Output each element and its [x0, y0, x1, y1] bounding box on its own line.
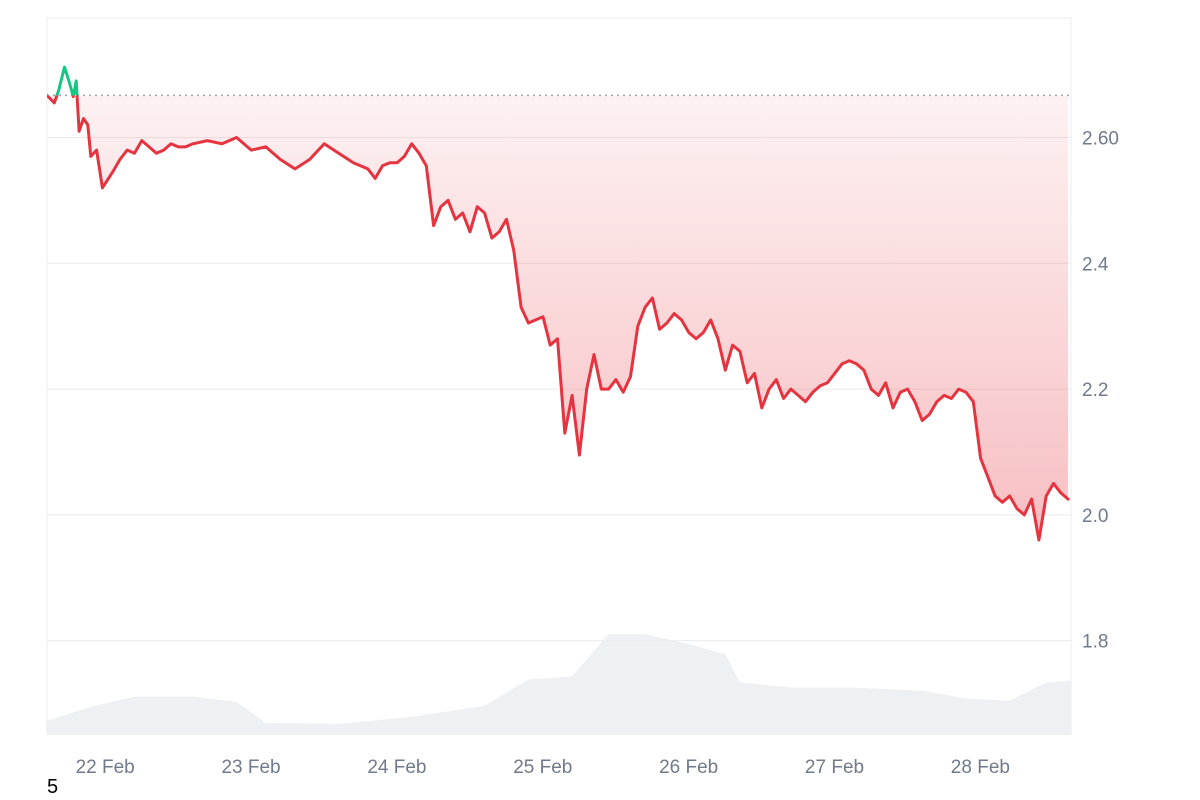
loss-area-fill	[47, 95, 1069, 540]
footnote-label: 5	[47, 776, 59, 798]
y-tick-label: 1.8	[1082, 632, 1108, 653]
x-tick-label: 24 Feb	[367, 757, 426, 778]
x-tick-label: 25 Feb	[513, 757, 572, 778]
y-tick-label: 2.0	[1082, 506, 1108, 527]
x-tick-label: 28 Feb	[951, 757, 1010, 778]
x-tick-label: 26 Feb	[659, 757, 718, 778]
price-line-down	[47, 95, 1070, 542]
y-tick-label: 2.60	[1082, 129, 1119, 150]
volume-area	[47, 634, 1071, 735]
x-tick-label: 27 Feb	[805, 757, 864, 778]
x-tick-label: 23 Feb	[221, 757, 280, 778]
y-tick-label: 2.2	[1082, 380, 1108, 401]
y-tick-label: 2.4	[1082, 254, 1109, 275]
x-tick-label: 22 Feb	[76, 757, 135, 778]
